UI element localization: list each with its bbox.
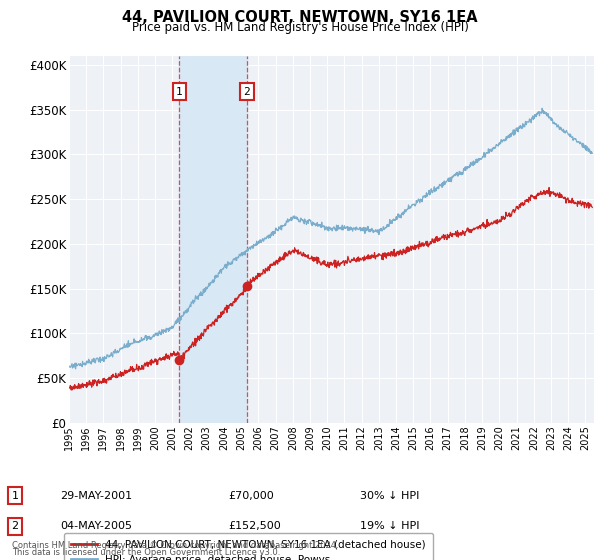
Text: £152,500: £152,500 <box>228 521 281 531</box>
Text: Contains HM Land Registry data © Crown copyright and database right 2024.: Contains HM Land Registry data © Crown c… <box>12 541 338 550</box>
Text: Price paid vs. HM Land Registry's House Price Index (HPI): Price paid vs. HM Land Registry's House … <box>131 21 469 34</box>
Text: 44, PAVILION COURT, NEWTOWN, SY16 1EA: 44, PAVILION COURT, NEWTOWN, SY16 1EA <box>122 10 478 25</box>
Text: 2: 2 <box>11 521 19 531</box>
Text: 1: 1 <box>11 491 19 501</box>
Legend: 44, PAVILION COURT, NEWTOWN, SY16 1EA (detached house), HPI: Average price, deta: 44, PAVILION COURT, NEWTOWN, SY16 1EA (d… <box>64 533 433 560</box>
Text: 29-MAY-2001: 29-MAY-2001 <box>60 491 132 501</box>
Text: This data is licensed under the Open Government Licence v3.0.: This data is licensed under the Open Gov… <box>12 548 280 557</box>
Text: 30% ↓ HPI: 30% ↓ HPI <box>360 491 419 501</box>
Text: £70,000: £70,000 <box>228 491 274 501</box>
Text: 1: 1 <box>176 87 183 97</box>
Text: 2: 2 <box>244 87 250 97</box>
Text: 19% ↓ HPI: 19% ↓ HPI <box>360 521 419 531</box>
Text: 04-MAY-2005: 04-MAY-2005 <box>60 521 132 531</box>
Bar <box>179 56 247 423</box>
